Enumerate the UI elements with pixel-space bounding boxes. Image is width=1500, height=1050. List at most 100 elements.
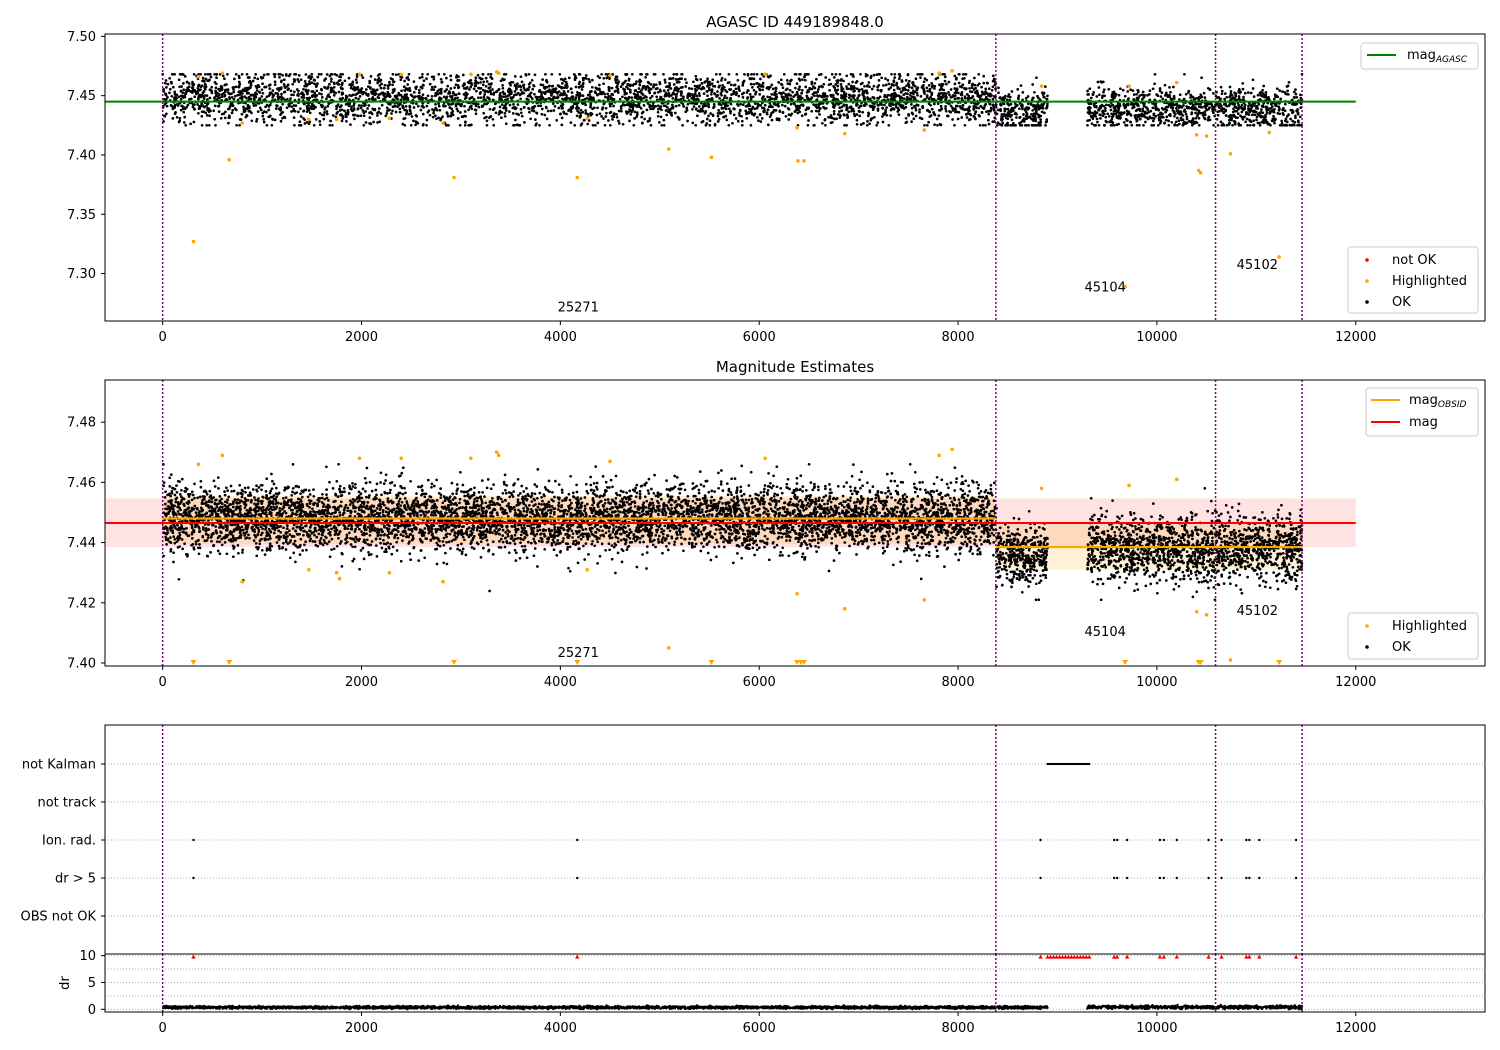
ok-point bbox=[803, 113, 807, 116]
ok-point bbox=[430, 94, 434, 98]
ok-point bbox=[421, 93, 425, 97]
ok-point bbox=[539, 98, 543, 101]
ok-point bbox=[929, 103, 932, 107]
ok-point bbox=[1178, 112, 1182, 116]
ok-point bbox=[580, 88, 584, 91]
ok-point bbox=[344, 115, 348, 119]
ok-point bbox=[720, 76, 724, 80]
ok-point bbox=[845, 123, 848, 127]
ok-point bbox=[1222, 107, 1226, 111]
ok-point bbox=[769, 74, 772, 78]
ok-point bbox=[538, 123, 541, 127]
ok-point bbox=[887, 82, 891, 86]
ok-point bbox=[1255, 118, 1258, 122]
ok-point bbox=[366, 85, 370, 88]
ok-point bbox=[968, 117, 972, 121]
ok-point bbox=[742, 91, 746, 95]
ok-point bbox=[367, 104, 371, 107]
ok-point bbox=[372, 108, 376, 112]
ok-point bbox=[408, 86, 411, 90]
ok-point bbox=[677, 80, 681, 84]
ok-point bbox=[981, 123, 985, 127]
ok-point bbox=[611, 118, 614, 121]
ok-point bbox=[973, 112, 977, 116]
ok-point bbox=[1126, 90, 1130, 93]
ok-point bbox=[352, 107, 356, 110]
ok-point bbox=[939, 87, 943, 91]
ok-point bbox=[1269, 102, 1273, 106]
ok-point bbox=[704, 110, 707, 113]
ok-point bbox=[1022, 117, 1026, 120]
ok-point bbox=[513, 123, 516, 127]
ok-point bbox=[641, 121, 644, 125]
ok-point bbox=[1095, 117, 1099, 121]
ok-point bbox=[267, 115, 271, 119]
ok-point bbox=[240, 92, 244, 95]
ok-point bbox=[895, 83, 898, 87]
ok-point bbox=[1043, 111, 1046, 115]
ok-point bbox=[716, 90, 719, 93]
ok-point bbox=[1142, 114, 1146, 118]
ok-point bbox=[294, 104, 298, 107]
ok-point bbox=[740, 123, 744, 127]
ok-point bbox=[258, 106, 262, 110]
ok-point bbox=[446, 115, 450, 118]
ok-point bbox=[567, 76, 571, 80]
ok-point bbox=[247, 81, 251, 84]
ok-point bbox=[959, 93, 963, 97]
highlighted-point bbox=[709, 155, 714, 160]
ok-point bbox=[677, 103, 681, 107]
ok-point bbox=[686, 119, 689, 123]
ok-point bbox=[234, 108, 238, 112]
ok-point bbox=[617, 109, 621, 113]
ok-point bbox=[456, 109, 460, 113]
ok-point bbox=[473, 84, 477, 88]
ok-point bbox=[938, 83, 941, 87]
ok-point bbox=[577, 92, 580, 96]
ok-point bbox=[1225, 123, 1229, 127]
ok-point bbox=[566, 90, 570, 93]
ok-point bbox=[806, 123, 810, 127]
ok-point bbox=[509, 83, 512, 87]
ok-point bbox=[1151, 119, 1155, 123]
ok-point bbox=[254, 91, 257, 95]
ok-point bbox=[759, 120, 763, 123]
ok-point bbox=[477, 96, 480, 100]
ok-point bbox=[1033, 123, 1036, 127]
ok-point bbox=[326, 104, 330, 108]
ok-point bbox=[540, 107, 544, 111]
ok-point bbox=[588, 90, 592, 94]
ok-point bbox=[842, 103, 846, 107]
ok-point bbox=[529, 117, 532, 121]
ok-point bbox=[691, 107, 694, 111]
ok-point bbox=[204, 77, 208, 81]
ok-point bbox=[242, 105, 245, 109]
ok-point bbox=[916, 93, 919, 97]
ok-point bbox=[449, 74, 453, 78]
ok-point bbox=[572, 102, 576, 106]
ok-point bbox=[1275, 87, 1279, 91]
ok-point bbox=[1009, 123, 1012, 127]
ok-point bbox=[1233, 114, 1237, 118]
ok-point bbox=[508, 110, 511, 113]
ok-point bbox=[596, 121, 600, 125]
ok-point bbox=[768, 85, 772, 89]
ok-point bbox=[551, 84, 555, 88]
ok-point bbox=[453, 86, 456, 89]
ok-point bbox=[1278, 89, 1282, 92]
ok-point bbox=[644, 88, 648, 91]
ok-point bbox=[875, 123, 879, 127]
ok-point bbox=[890, 83, 894, 87]
ok-point bbox=[694, 107, 698, 111]
ok-point bbox=[707, 86, 711, 90]
ok-point bbox=[383, 83, 387, 87]
ok-point bbox=[1022, 113, 1025, 116]
ok-point bbox=[1258, 121, 1261, 125]
ok-point bbox=[866, 120, 869, 123]
ok-point bbox=[391, 109, 394, 113]
ok-point bbox=[1026, 107, 1030, 111]
ok-point bbox=[876, 109, 880, 112]
ok-point bbox=[489, 90, 492, 94]
ok-point bbox=[1138, 117, 1142, 121]
ok-point bbox=[649, 96, 652, 100]
